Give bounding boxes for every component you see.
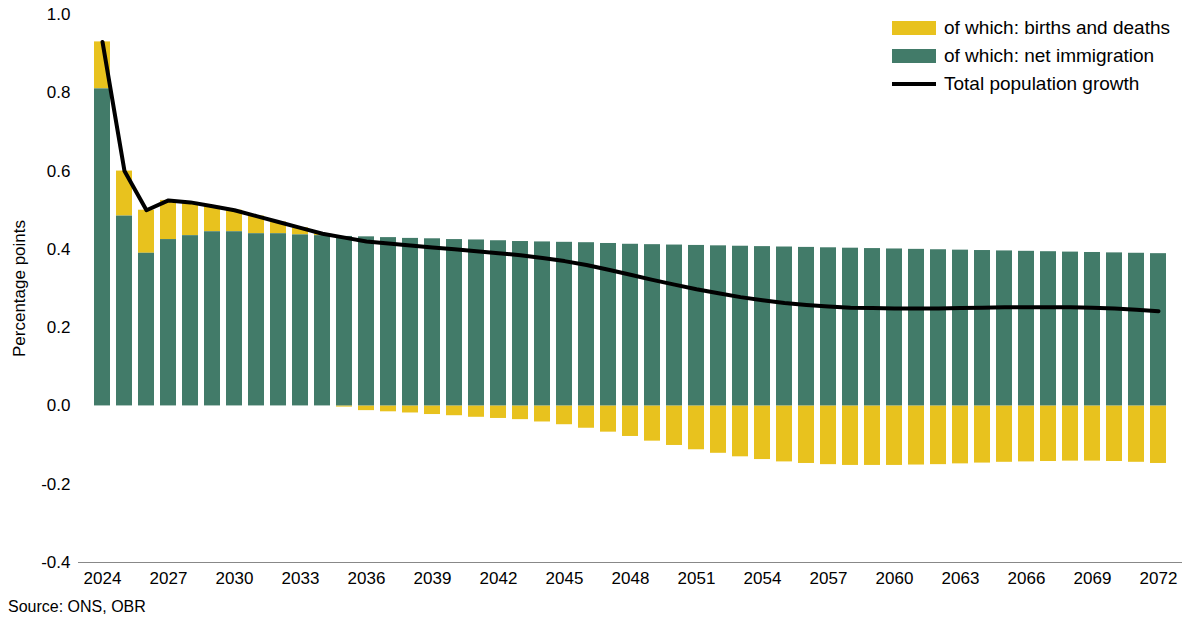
svg-text:2036: 2036 bbox=[348, 569, 386, 588]
svg-text:2033: 2033 bbox=[282, 569, 320, 588]
svg-text:2072: 2072 bbox=[1140, 569, 1178, 588]
svg-text:-0.4: -0.4 bbox=[41, 553, 70, 572]
html-text:Total population growth: Total population growth bbox=[944, 73, 1140, 94]
svg-text:-0.2: -0.2 bbox=[41, 475, 70, 494]
svg-text:2060: 2060 bbox=[876, 569, 914, 588]
html-text:of which: births and deaths: of which: births and deaths bbox=[944, 17, 1170, 38]
svg-text:0.4: 0.4 bbox=[47, 240, 71, 259]
svg-text:2042: 2042 bbox=[480, 569, 518, 588]
html-text:of which: net immigration: of which: net immigration bbox=[944, 45, 1155, 66]
svg-text:2051: 2051 bbox=[678, 569, 716, 588]
svg-text:0.6: 0.6 bbox=[47, 162, 71, 181]
svg-text:2048: 2048 bbox=[612, 569, 650, 588]
svg-text:2066: 2066 bbox=[1008, 569, 1046, 588]
svg-text:2045: 2045 bbox=[546, 569, 584, 588]
svg-text:0.0: 0.0 bbox=[47, 396, 71, 415]
svg-text:2039: 2039 bbox=[414, 569, 452, 588]
svg-text:2030: 2030 bbox=[216, 569, 254, 588]
svg-text:2027: 2027 bbox=[150, 569, 188, 588]
svg-text:0.8: 0.8 bbox=[47, 83, 71, 102]
svg-text:2069: 2069 bbox=[1074, 569, 1112, 588]
svg-text:2054: 2054 bbox=[744, 569, 782, 588]
svg-text:2057: 2057 bbox=[810, 569, 848, 588]
svg-text:2063: 2063 bbox=[942, 569, 980, 588]
svg-text:Percentage points: Percentage points bbox=[10, 220, 29, 357]
svg-text:0.2: 0.2 bbox=[47, 318, 71, 337]
svg-text:2024: 2024 bbox=[84, 569, 122, 588]
svg-text:1.0: 1.0 bbox=[47, 5, 71, 24]
html-text:Source: ONS, OBR: Source: ONS, OBR bbox=[8, 598, 146, 615]
